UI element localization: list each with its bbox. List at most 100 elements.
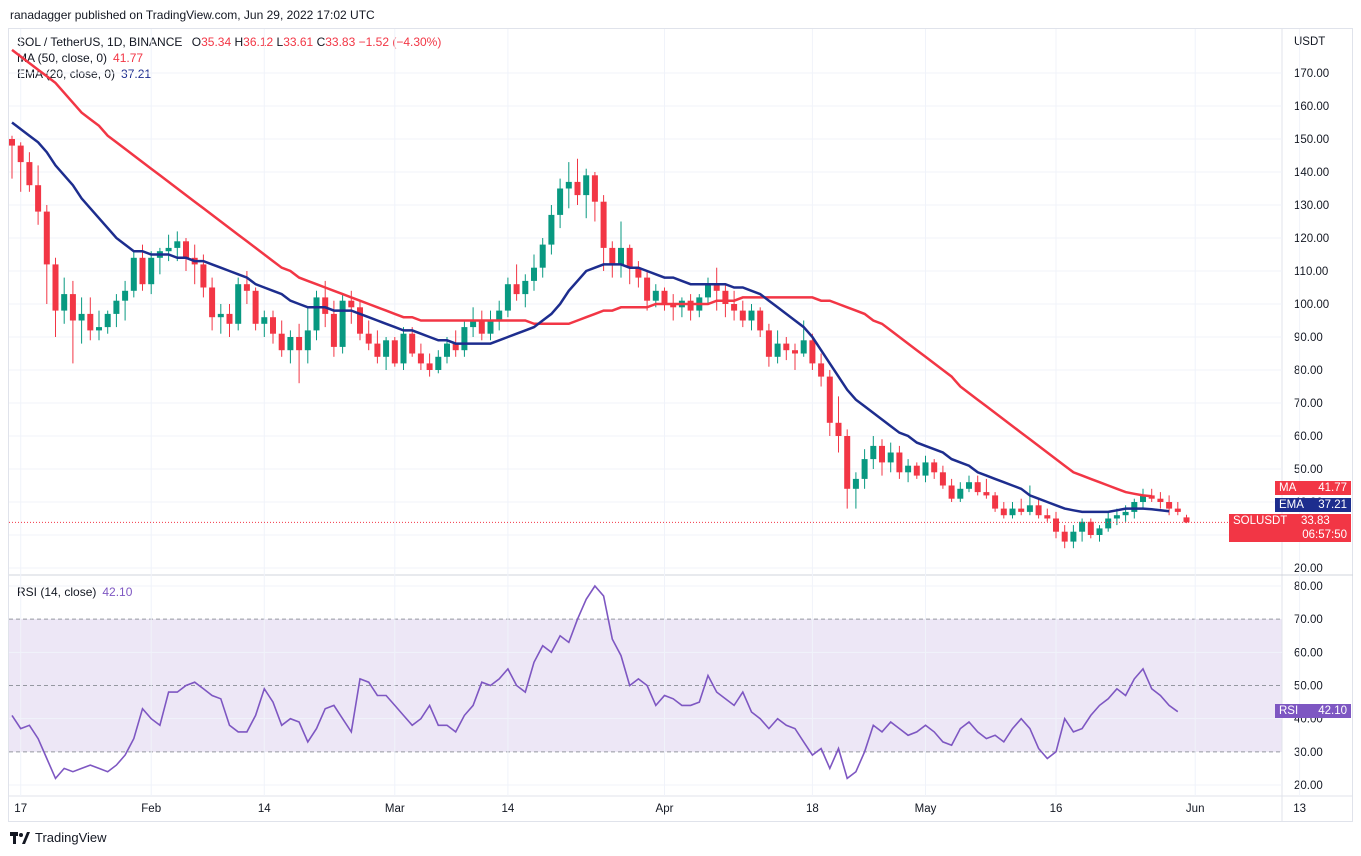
candle-body	[426, 363, 433, 370]
time-tick-label: 17	[14, 803, 27, 815]
candle-body	[122, 290, 129, 301]
ema-legend[interactable]: EMA (20, close, 0) 37.21	[17, 66, 151, 82]
price-tick-label: 150.00	[1294, 134, 1329, 146]
candle-body	[504, 284, 511, 311]
candle-body	[1000, 508, 1007, 516]
candle-body	[661, 290, 668, 304]
price-tick-label: 50.00	[1294, 464, 1323, 476]
ema20-line	[11, 121, 1170, 514]
tradingview-logo[interactable]: TradingView	[10, 830, 107, 845]
candle-body	[417, 353, 424, 364]
symbol-label[interactable]: SOL / TetherUS, 1D, BINANCE	[17, 35, 183, 49]
candle-body	[1113, 515, 1120, 519]
candle-body	[470, 320, 477, 328]
candle-body	[1061, 531, 1068, 542]
candle-body	[96, 327, 102, 331]
candle-body	[600, 201, 607, 248]
candle-body	[905, 465, 912, 473]
ema-tag: EMA 37.21	[1275, 498, 1351, 512]
rsi-tag: RSI 42.10	[1275, 704, 1351, 718]
rsi-tick-label: 70.00	[1294, 614, 1323, 626]
candle-body	[539, 244, 546, 268]
candle-body	[583, 175, 590, 196]
candle-body	[1140, 495, 1146, 502]
candle-body	[852, 478, 859, 489]
candle-body	[609, 247, 616, 265]
price-tag-symbol: SOLUSDT	[1233, 515, 1288, 527]
candle-body	[1009, 508, 1016, 516]
candle-body	[870, 445, 877, 460]
candle-body	[1131, 502, 1138, 512]
ma-legend-value: 41.77	[113, 51, 144, 65]
ema-legend-label: EMA (20, close, 0)	[17, 67, 116, 81]
candle-body	[896, 452, 903, 473]
candle-body	[383, 340, 390, 357]
candle-body	[557, 188, 564, 215]
candle-body	[1183, 517, 1190, 523]
candle-body	[1018, 508, 1025, 512]
candle-body	[339, 300, 346, 347]
time-tick-label: 14	[258, 803, 271, 815]
candle-body	[774, 343, 781, 357]
candle-body	[1053, 518, 1059, 532]
candle-body	[478, 320, 485, 334]
candle-body	[522, 280, 529, 295]
price-tick-label: 160.00	[1294, 101, 1329, 113]
candle-body	[1148, 495, 1155, 499]
ema-tag-value: 37.21	[1318, 499, 1347, 511]
candle-body	[496, 310, 503, 321]
candles	[9, 135, 1190, 549]
candle-body	[1035, 505, 1042, 516]
candle-body	[69, 294, 76, 321]
rsi-legend-value: 42.10	[102, 585, 133, 599]
candle-body	[43, 211, 50, 265]
candle-body	[931, 462, 938, 473]
candle-body	[792, 350, 798, 354]
candle-body	[861, 459, 868, 479]
candle-body	[844, 436, 851, 489]
rsi-tick-label: 20.00	[1294, 780, 1323, 792]
candle-countdown: 06:57:50	[1302, 529, 1347, 541]
candle-body	[983, 492, 990, 496]
candle-body	[200, 264, 207, 288]
candle-body	[322, 297, 329, 314]
ma-legend-label: MA (50, close, 0)	[17, 51, 108, 65]
candle-body	[879, 445, 885, 463]
candle-body	[391, 340, 398, 364]
candle-body	[209, 287, 216, 318]
candle-body	[304, 330, 311, 351]
rsi-tag-label: RSI	[1279, 705, 1299, 717]
candle-body	[1026, 505, 1033, 512]
rsi-line	[11, 584, 1179, 780]
rsi-legend[interactable]: RSI (14, close) 42.10	[17, 584, 132, 600]
time-tick-label: Mar	[385, 803, 405, 815]
candle-body	[513, 284, 520, 295]
candle-body	[174, 241, 181, 248]
candle-body	[887, 452, 894, 463]
ma-legend[interactable]: MA (50, close, 0) 41.77	[17, 50, 143, 66]
chart-frame	[8, 28, 1353, 822]
close-label: C	[316, 35, 326, 49]
candle-body	[409, 333, 416, 354]
candle-body	[261, 317, 268, 324]
candle-body	[722, 290, 729, 304]
candle-body	[1174, 508, 1181, 512]
price-tick-label: 130.00	[1294, 200, 1329, 212]
candle-body	[130, 257, 137, 291]
candle-body	[748, 310, 755, 321]
close-value: 33.83	[325, 35, 356, 49]
candle-body	[287, 337, 294, 351]
candle-body	[1070, 531, 1077, 542]
candle-body	[17, 145, 24, 163]
ma50-line	[11, 48, 1152, 498]
price-tick-label: 100.00	[1294, 299, 1329, 311]
candle-body	[618, 247, 624, 265]
price-tick-label: 140.00	[1294, 167, 1329, 179]
candle-body	[52, 264, 59, 311]
candle-body	[626, 247, 633, 268]
time-tick-label: 18	[806, 803, 819, 815]
candle-body	[548, 214, 555, 245]
candle-body	[818, 363, 825, 377]
candle-body	[1087, 521, 1094, 535]
